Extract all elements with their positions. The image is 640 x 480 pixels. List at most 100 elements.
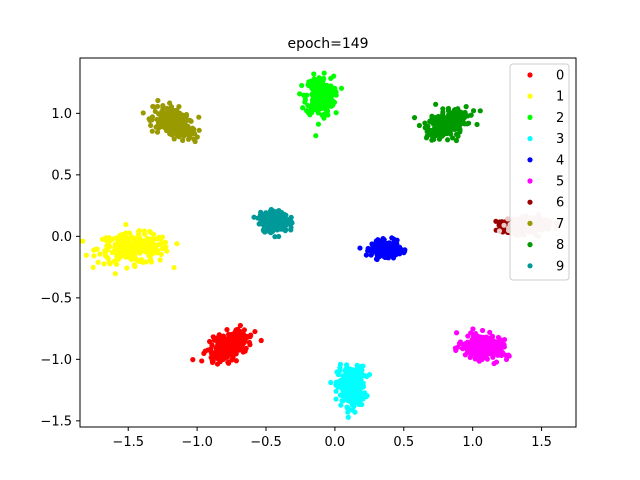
x-tick-label: 1.0 — [462, 435, 483, 450]
data-point — [126, 249, 132, 255]
data-point — [365, 245, 371, 252]
data-point — [145, 235, 151, 242]
y-axis: −1.5 −1.0 −0.5 0.0 0.5 1.0 — [40, 107, 80, 429]
data-point — [471, 349, 477, 355]
data-point — [490, 339, 496, 345]
data-point — [309, 85, 315, 91]
data-point — [324, 82, 330, 88]
y-tick-label: −1.5 — [40, 414, 72, 429]
data-point — [107, 243, 113, 250]
legend-label: 3 — [556, 132, 564, 147]
data-point — [278, 221, 285, 227]
legend-marker — [527, 220, 533, 226]
legend-label: 2 — [556, 111, 564, 126]
data-point — [233, 333, 239, 339]
x-tick-label: −0.5 — [250, 435, 282, 450]
data-point — [83, 252, 89, 258]
data-point — [316, 75, 322, 81]
data-point — [442, 115, 449, 121]
data-point — [231, 342, 237, 349]
data-point — [262, 229, 268, 235]
data-point — [491, 360, 497, 367]
data-point — [344, 385, 351, 391]
data-point — [332, 85, 338, 91]
data-point — [270, 228, 276, 234]
data-point — [311, 71, 317, 77]
data-point — [206, 338, 213, 345]
data-point — [184, 117, 190, 123]
data-point — [248, 332, 254, 338]
data-point — [288, 224, 294, 231]
data-point — [164, 106, 171, 113]
data-point — [488, 335, 494, 341]
data-point — [446, 119, 453, 125]
data-point — [80, 238, 86, 244]
data-point — [299, 82, 305, 89]
data-point — [252, 328, 258, 335]
data-point — [380, 243, 386, 249]
data-point — [266, 228, 272, 234]
data-point — [111, 258, 118, 264]
data-point — [91, 247, 97, 253]
plot-frame — [79, 57, 577, 428]
data-point — [205, 347, 211, 353]
data-point — [148, 240, 154, 246]
data-point — [388, 246, 394, 252]
data-point — [107, 261, 113, 267]
data-point — [349, 394, 355, 400]
data-point — [154, 129, 161, 135]
data-point — [321, 70, 327, 76]
data-point — [498, 345, 504, 351]
data-point — [171, 108, 177, 114]
data-point — [351, 403, 357, 409]
data-point — [453, 131, 460, 137]
data-point — [327, 88, 334, 94]
data-point — [276, 233, 282, 240]
data-point — [167, 116, 173, 122]
data-point — [272, 234, 278, 240]
data-point — [120, 248, 126, 255]
data-point — [91, 253, 97, 259]
data-point — [496, 228, 503, 234]
data-point — [477, 353, 483, 359]
data-point — [156, 241, 162, 247]
data-point — [218, 336, 224, 342]
legend-label: 8 — [556, 238, 564, 253]
data-point — [216, 332, 222, 338]
data-point — [152, 108, 158, 115]
data-point — [159, 117, 165, 123]
data-point — [460, 113, 467, 119]
data-point — [218, 348, 224, 354]
data-point — [462, 352, 468, 358]
data-point — [123, 221, 129, 228]
data-point — [385, 255, 392, 261]
data-point — [305, 102, 311, 109]
data-point — [463, 104, 469, 110]
x-tick-label: −1.5 — [112, 435, 144, 450]
data-point — [444, 126, 451, 132]
data-point — [282, 228, 288, 234]
data-point — [477, 108, 483, 114]
data-point — [186, 134, 193, 140]
data-point — [422, 124, 429, 130]
legend-label: 6 — [556, 196, 564, 211]
data-point — [297, 91, 303, 97]
data-point — [238, 344, 244, 350]
data-point — [225, 360, 232, 366]
data-point — [255, 215, 261, 221]
data-point — [151, 231, 157, 238]
data-point — [432, 115, 439, 121]
data-point — [318, 86, 324, 92]
data-point — [445, 105, 452, 112]
data-point — [335, 379, 341, 385]
data-point — [344, 404, 350, 410]
x-tick-label: 1.5 — [531, 435, 552, 450]
data-point — [453, 137, 460, 144]
data-point — [468, 112, 474, 118]
data-point — [321, 75, 327, 82]
data-point — [268, 215, 275, 221]
legend-marker — [527, 242, 533, 248]
data-point — [173, 116, 179, 122]
data-point — [333, 388, 339, 394]
